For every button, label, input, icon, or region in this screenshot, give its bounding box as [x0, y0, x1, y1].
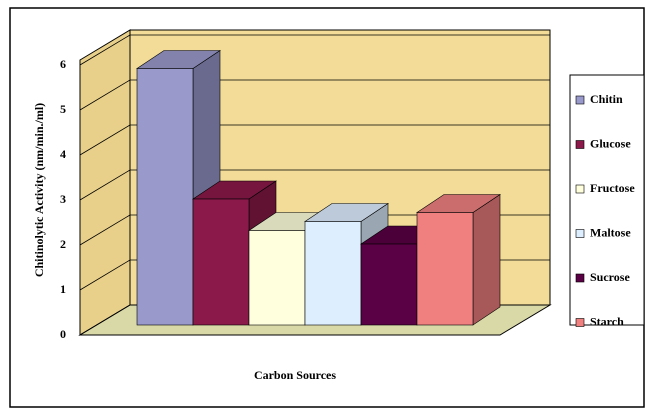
grid-line — [79, 169, 131, 201]
legend-label: Starch — [590, 314, 624, 328]
legend-label: Maltose — [590, 225, 631, 239]
legend-swatch — [575, 140, 585, 149]
bar-top-shade — [417, 194, 500, 213]
legend-label: Chitin — [590, 92, 623, 106]
legend-label: Fructose — [590, 181, 635, 195]
legend-label: Glucose — [590, 136, 631, 150]
x-axis-label: Carbon Sources — [254, 368, 336, 382]
legend-swatch — [575, 229, 585, 238]
side-wall — [79, 29, 131, 336]
grid-line — [79, 259, 131, 291]
y-tick-label: 1 — [60, 282, 66, 296]
bar — [304, 221, 362, 326]
grid-line — [79, 304, 131, 336]
y-tick-label: 6 — [60, 57, 66, 71]
y-tick-label: 2 — [60, 237, 66, 251]
grid-line — [79, 79, 131, 111]
bar-top-shade — [193, 181, 276, 199]
y-tick-label: 3 — [60, 192, 66, 206]
bar — [192, 198, 250, 326]
legend — [569, 74, 645, 326]
legend-label: Sucrose — [590, 270, 630, 284]
bar-top-shade — [305, 203, 388, 222]
y-tick-label: 4 — [60, 147, 66, 161]
bar — [360, 243, 418, 326]
bar — [136, 68, 194, 326]
bar — [416, 212, 474, 326]
bar-top-shade — [137, 50, 220, 69]
grid-line — [79, 34, 131, 66]
y-tick-label: 0 — [60, 327, 66, 341]
grid-line — [79, 214, 131, 246]
legend-swatch — [575, 184, 585, 194]
y-tick-label: 5 — [60, 102, 66, 116]
legend-swatch — [575, 318, 585, 327]
legend-swatch — [575, 273, 585, 283]
bar-side-shade — [473, 194, 500, 325]
y-axis-label: Chitinolytic Activity (nm/min./ml) — [32, 103, 46, 277]
legend-swatch — [575, 95, 585, 105]
grid-line — [79, 124, 131, 156]
bar — [248, 230, 306, 326]
